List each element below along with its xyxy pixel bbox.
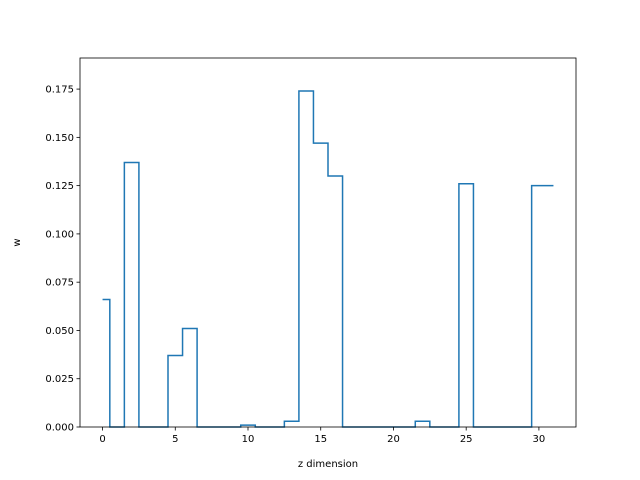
y-tick-label: 0.075: [45, 278, 74, 289]
y-tick-label: 0.050: [45, 326, 74, 337]
x-axis-ticks: 0 5 10 15 20 25 30: [99, 427, 545, 445]
y-tick-label: 0.175: [45, 85, 74, 96]
x-axis-label: z dimension: [298, 459, 358, 470]
y-tick-label: 0.000: [45, 423, 74, 434]
x-tick-label: 0: [99, 434, 105, 445]
x-tick-label: 10: [242, 434, 255, 445]
x-tick-label: 15: [314, 434, 327, 445]
y-tick-label: 0.125: [45, 181, 74, 192]
axes-frame: [79, 57, 577, 428]
y-axis-label: w: [12, 238, 23, 246]
y-tick-label: 0.100: [45, 229, 74, 240]
y-axis-ticks: 0.000 0.025 0.050 0.075 0.100 0.125 0.150 0.175: [45, 85, 80, 434]
x-tick-label: 5: [172, 434, 178, 445]
y-tick-label: 0.150: [45, 133, 74, 144]
plot-area: [102, 90, 554, 428]
x-tick-label: 20: [387, 434, 400, 445]
x-tick-label: 30: [533, 434, 546, 445]
x-tick-label: 25: [460, 434, 473, 445]
y-tick-label: 0.025: [45, 374, 74, 385]
series-line-w: [102, 90, 554, 428]
